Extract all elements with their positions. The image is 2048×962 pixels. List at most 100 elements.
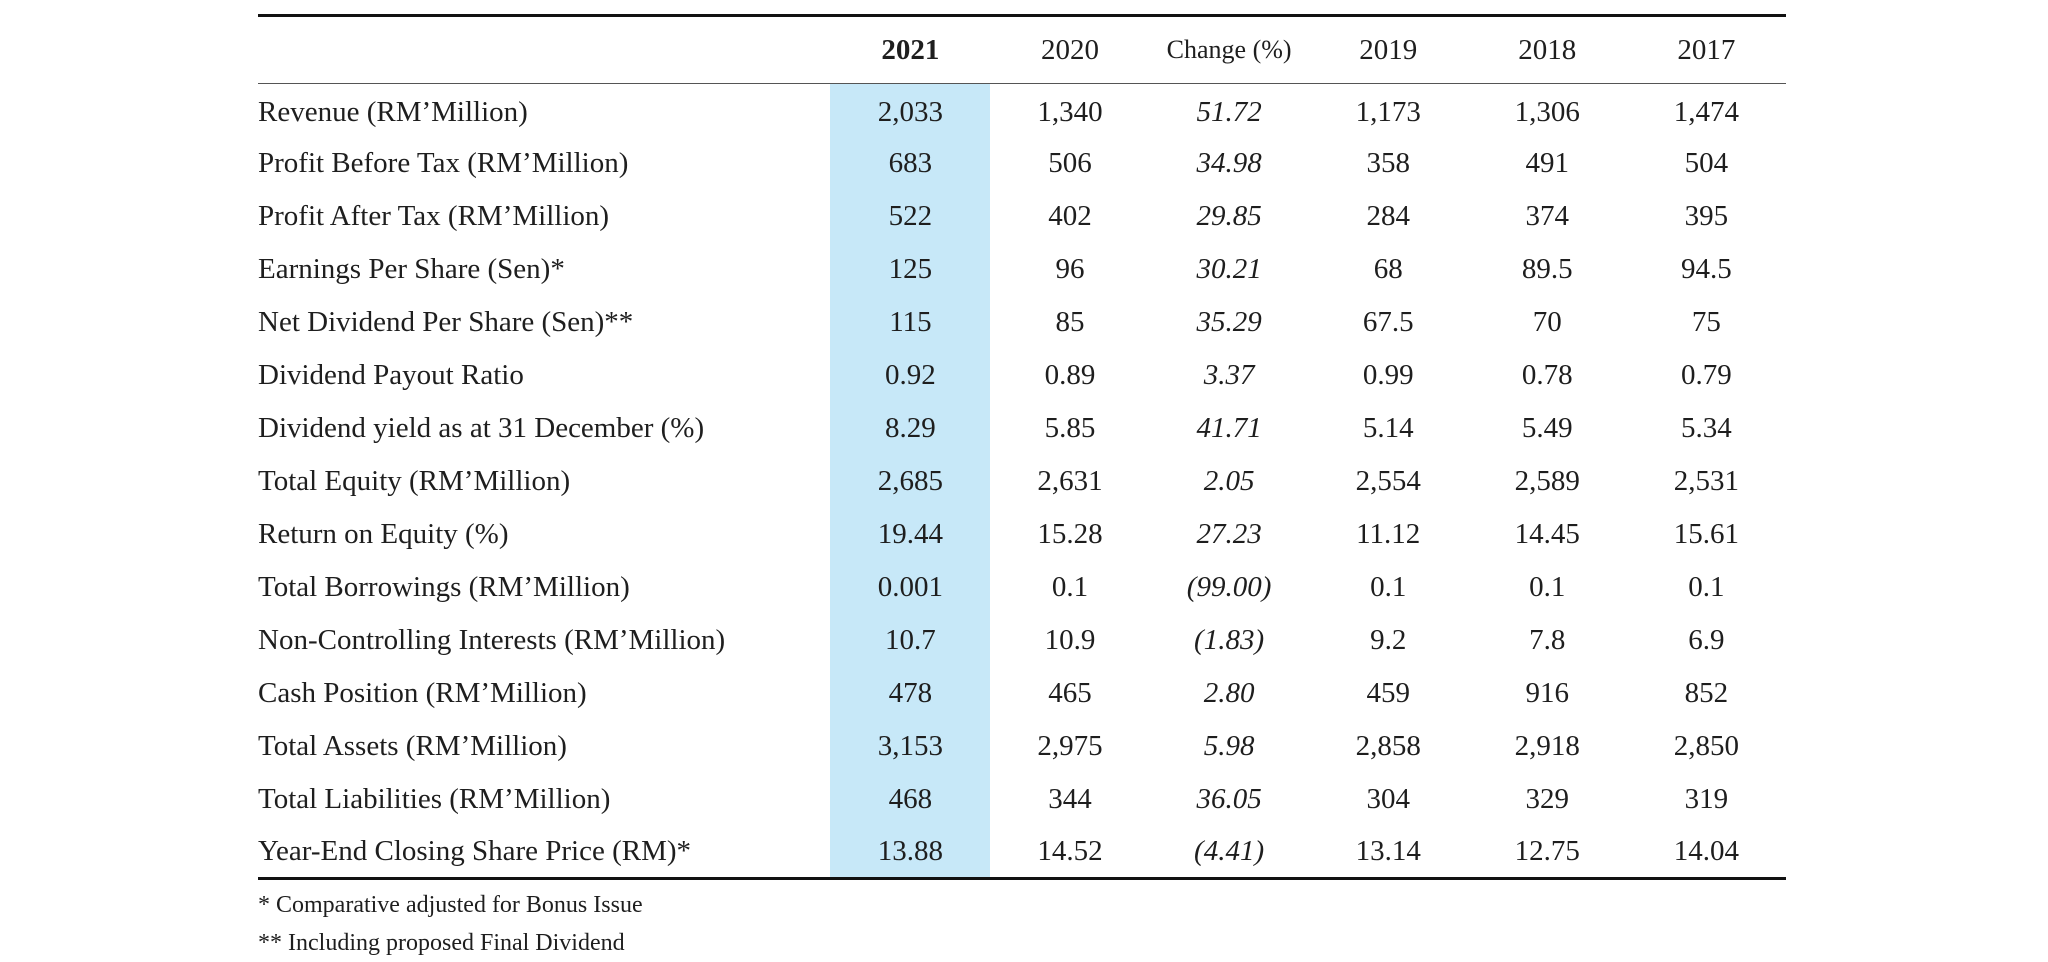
- row-label: Total Assets (RM’Million): [258, 729, 567, 762]
- row-label: Non-Controlling Interests (RM’Million): [258, 623, 726, 656]
- header-label-column: [258, 14, 831, 84]
- cell-2020: 0.1: [1051, 570, 1089, 603]
- cell-2020: 2,975: [1037, 729, 1103, 762]
- cell-2021: 478: [830, 666, 991, 720]
- cell-change: 36.05: [1196, 782, 1262, 815]
- header-year-2017: 2017: [1626, 14, 1786, 84]
- cell-2020: 465: [1048, 676, 1092, 709]
- cell-2017: 0.1: [1688, 570, 1725, 603]
- cell-2020: 344: [1048, 782, 1092, 815]
- cell-2021: 115: [830, 295, 991, 349]
- cell-2019: 358: [1366, 146, 1410, 179]
- table-row: Non-Controlling Interests (RM’Million) 1…: [258, 613, 1786, 667]
- cell-2021: 19.44: [830, 507, 991, 561]
- cell-2019: 2,858: [1355, 729, 1421, 762]
- cell-change: (4.41): [1149, 825, 1309, 880]
- cell-2020: 402: [1048, 199, 1092, 232]
- cell-change: 30.21: [1196, 252, 1262, 285]
- cell-2019: 2,554: [1355, 464, 1421, 497]
- cell-change: (1.83): [1194, 623, 1265, 656]
- table-row: Profit After Tax (RM’Million) 522 402 29…: [258, 189, 1786, 243]
- cell-2021: 2,685: [830, 454, 991, 508]
- table-row: Total Equity (RM’Million) 2,685 2,631 2.…: [258, 454, 1786, 508]
- row-label: Profit Before Tax (RM’Million): [258, 146, 629, 179]
- cell-2017: 2,850: [1673, 729, 1740, 762]
- cell-2019: 9.2: [1370, 623, 1407, 656]
- header-change-percent: Change (%): [1149, 14, 1309, 84]
- cell-2018: 70: [1532, 305, 1562, 338]
- cell-2018: 2,589: [1514, 464, 1580, 497]
- cell-2020: 85: [1055, 305, 1085, 338]
- table-row: Total Assets (RM’Million) 3,153 2,975 5.…: [258, 719, 1786, 773]
- table-row: Cash Position (RM’Million) 478 465 2.80 …: [258, 666, 1786, 720]
- row-label: Total Liabilities (RM’Million): [258, 782, 611, 815]
- cell-2019: 68: [1373, 252, 1403, 285]
- row-label: Return on Equity (%): [258, 517, 509, 550]
- cell-2020: 0.89: [1044, 358, 1096, 391]
- table-row: Return on Equity (%) 19.44 15.28 27.23 1…: [258, 507, 1786, 561]
- cell-2021: 0.92: [830, 348, 991, 402]
- cell-2019: 13.14: [1308, 825, 1468, 880]
- row-label: Dividend yield as at 31 December (%): [258, 411, 705, 444]
- cell-2021: 13.88: [830, 825, 991, 880]
- header-year-2018: 2018: [1467, 14, 1627, 84]
- row-label: Net Dividend Per Share (Sen)**: [258, 305, 634, 338]
- cell-2017: 75: [1691, 305, 1721, 338]
- table-row: Profit Before Tax (RM’Million) 683 506 3…: [258, 136, 1786, 190]
- cell-2018: 491: [1525, 146, 1570, 179]
- cell-change: 5.98: [1203, 729, 1255, 762]
- row-label: Dividend Payout Ratio: [258, 358, 524, 391]
- cell-change: (99.00): [1186, 570, 1272, 603]
- cell-2018: 2,918: [1514, 729, 1580, 762]
- cell-2021: 2,033: [830, 83, 991, 137]
- cell-2017: 504: [1684, 146, 1729, 179]
- financial-highlights-table-wrapper: 2021 2020 Change (%) 2019 2018 2017 Reve…: [258, 14, 1786, 880]
- row-label: Total Equity (RM’Million): [258, 464, 571, 497]
- cell-2020: 96: [1055, 252, 1085, 285]
- cell-2020: 1,340: [1037, 95, 1103, 128]
- table-row: Revenue (RM’Million) 2,033 1,340 51.72 1…: [258, 83, 1786, 137]
- cell-2019: 304: [1366, 782, 1410, 815]
- cell-2019: 0.1: [1370, 570, 1407, 603]
- cell-2019: 284: [1366, 199, 1410, 232]
- cell-2020: 2,631: [1037, 464, 1103, 497]
- cell-2018: 0.78: [1521, 358, 1573, 391]
- cell-change: 27.23: [1196, 517, 1262, 550]
- cell-2019: 11.12: [1356, 517, 1421, 550]
- cell-change: 2.80: [1203, 676, 1255, 709]
- cell-2020: 506: [1048, 146, 1092, 179]
- cell-2018: 1,306: [1514, 95, 1580, 128]
- cell-2018: 0.1: [1529, 570, 1566, 603]
- cell-2017: 5.34: [1681, 411, 1732, 444]
- cell-2019: 5.14: [1362, 411, 1414, 444]
- header-year-2020: 2020: [990, 14, 1150, 84]
- cell-change: 51.72: [1196, 95, 1262, 128]
- cell-2017: 0.79: [1681, 358, 1732, 391]
- row-label: Cash Position (RM’Million): [258, 676, 587, 709]
- cell-2019: 1,173: [1355, 95, 1421, 128]
- cell-2017: 6.9: [1688, 623, 1725, 656]
- table-row: Dividend yield as at 31 December (%) 8.2…: [258, 401, 1786, 455]
- cell-2021: 3,153: [830, 719, 991, 773]
- table-row: Dividend Payout Ratio 0.92 0.89 3.37 0.9…: [258, 348, 1786, 402]
- cell-2019: 67.5: [1362, 305, 1414, 338]
- cell-2021: 8.29: [830, 401, 991, 455]
- cell-2019: 459: [1366, 676, 1410, 709]
- cell-2021: 468: [830, 772, 991, 826]
- cell-change: 34.98: [1196, 146, 1262, 179]
- cell-2017: 319: [1684, 782, 1729, 815]
- cell-2018: 329: [1525, 782, 1570, 815]
- table-row: Total Liabilities (RM’Million) 468 344 3…: [258, 772, 1786, 826]
- cell-2020: 14.52: [990, 825, 1150, 880]
- cell-change: 3.37: [1203, 358, 1255, 391]
- footnote-bonus-issue: * Comparative adjusted for Bonus Issue: [258, 892, 643, 918]
- cell-2017: 15.61: [1673, 517, 1740, 550]
- cell-2018: 5.49: [1521, 411, 1573, 444]
- cell-2019: 0.99: [1362, 358, 1414, 391]
- cell-2018: 14.45: [1514, 517, 1580, 550]
- cell-2018: 374: [1525, 199, 1570, 232]
- cell-2021: 0.001: [830, 560, 991, 614]
- table-row: Net Dividend Per Share (Sen)** 115 85 35…: [258, 295, 1786, 349]
- cell-2018: 7.8: [1529, 623, 1566, 656]
- row-label: Year-End Closing Share Price (RM)*: [258, 825, 831, 880]
